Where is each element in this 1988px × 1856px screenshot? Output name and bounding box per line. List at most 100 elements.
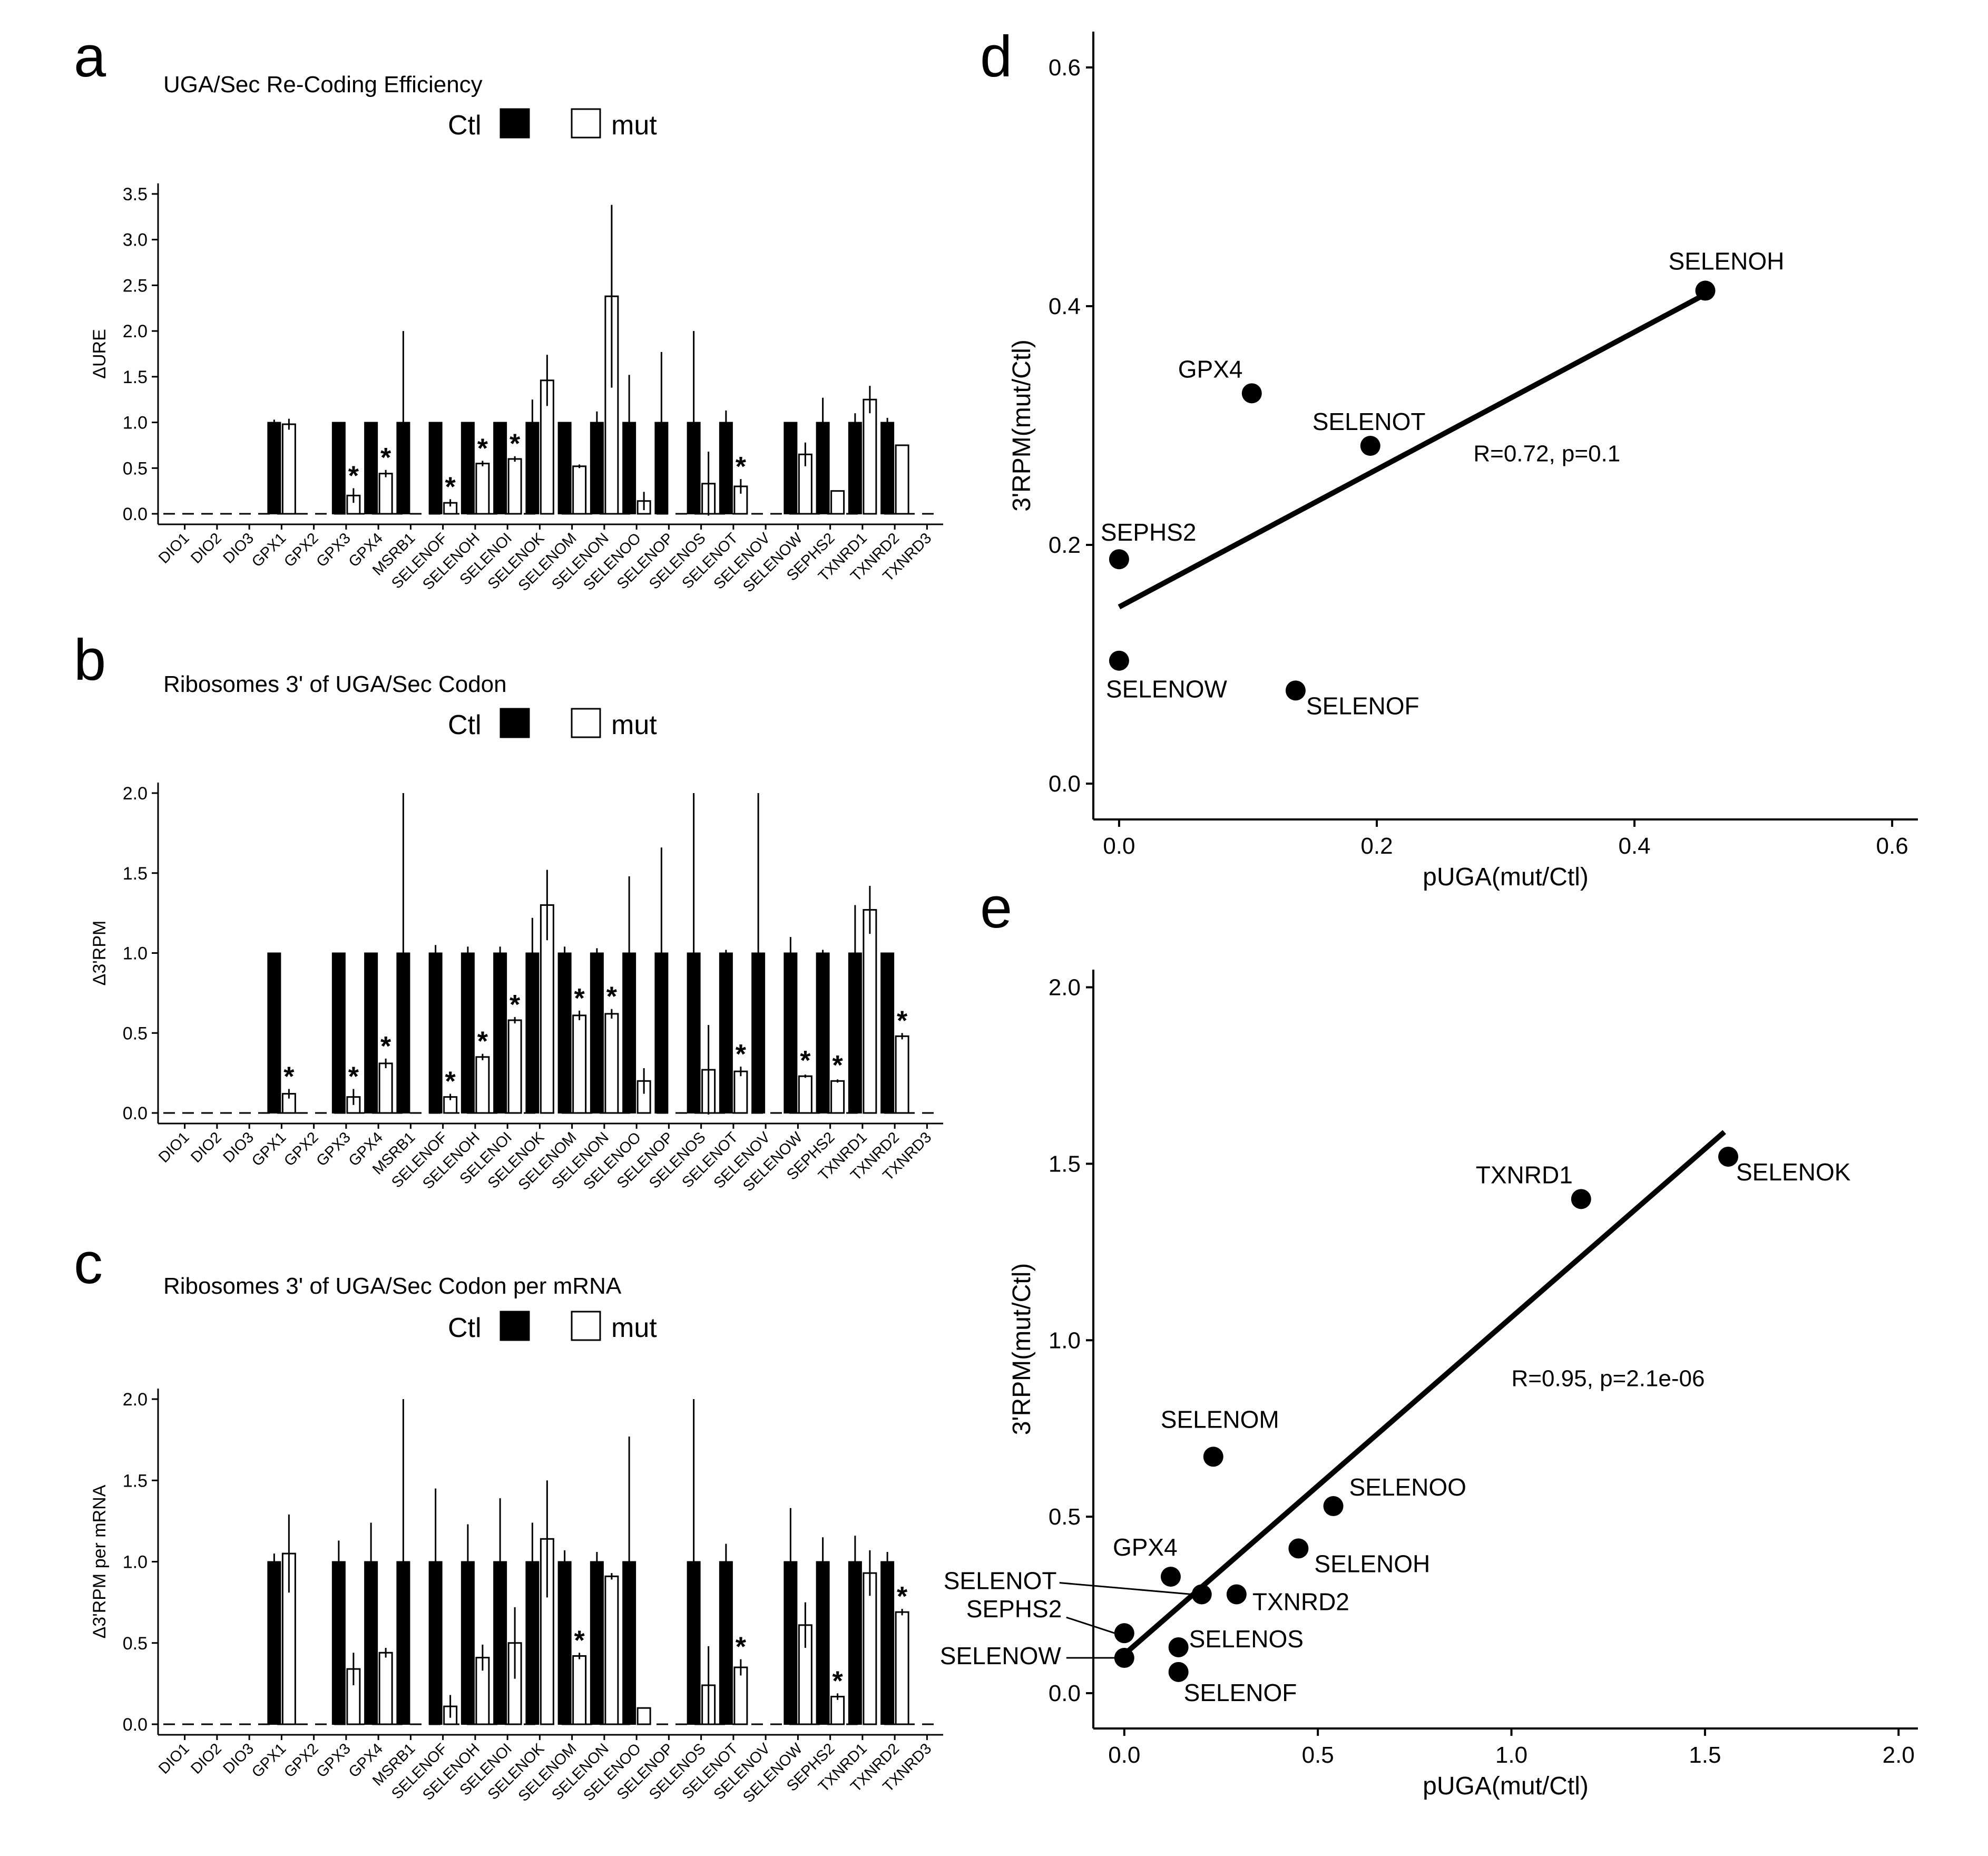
- x-tick-label: 0.4: [1618, 833, 1650, 859]
- chart-title: Ribosomes 3' of UGA/Sec Codon: [163, 671, 507, 697]
- point-label-sephs2: SEPHS2: [966, 1595, 1062, 1623]
- bar-ctl-msrb1: [396, 422, 410, 514]
- y-tick-label: 2.5: [123, 276, 148, 296]
- y-tick-label: 1.5: [123, 367, 148, 387]
- bar-mut-gpx4: [378, 473, 393, 515]
- bar-mut-gpx4: [378, 1652, 393, 1725]
- legend-ctl-swatch: [500, 108, 530, 139]
- bar-mut-txnrd2: [895, 444, 909, 515]
- point-label-selenos: SELENOS: [1189, 1625, 1304, 1653]
- bar-ctl-selenok: [525, 952, 540, 1113]
- y-tick-label: 0.2: [1049, 532, 1081, 558]
- legend-mut-swatch: [571, 1311, 601, 1341]
- x-tick-label: 0.0: [1108, 1742, 1140, 1768]
- significance-star-selenot: *: [736, 452, 747, 482]
- bar-ctl-selenos: [687, 1561, 701, 1725]
- significance-star-selenof: *: [445, 1067, 456, 1097]
- bar-mut-txnrd2: [895, 1611, 909, 1725]
- y-tick-label: 1.5: [123, 864, 148, 884]
- bar-mut-selenoo: [636, 1707, 651, 1725]
- bar-ctl-selenoh: [461, 422, 475, 514]
- bar-ctl-selenos: [687, 952, 701, 1113]
- bar-ctl-gpx1: [267, 952, 281, 1113]
- chart-title: UGA/Sec Re-Coding Efficiency: [163, 72, 483, 97]
- legend-ctl-label: Ctl: [448, 1313, 482, 1343]
- point-selenoh: [1288, 1538, 1309, 1559]
- bar-ctl-gpx3: [331, 1561, 346, 1725]
- bar-ctl-selenon: [590, 952, 604, 1113]
- y-tick-label: 0.5: [1049, 1504, 1081, 1530]
- correlation-annotation: R=0.95, p=2.1e-06: [1512, 1365, 1705, 1391]
- bar-ctl-txnrd1: [848, 422, 862, 514]
- bar-mut-selenow: [798, 1075, 812, 1114]
- panel-letter-d: d: [980, 24, 1012, 89]
- point-selenof: [1285, 680, 1306, 701]
- point-label-selenow: SELENOW: [940, 1642, 1062, 1669]
- point-label-selenot: SELENOT: [1313, 408, 1426, 435]
- x-tick-label: 0.6: [1876, 833, 1908, 859]
- significance-star-txnrd2: *: [897, 1581, 908, 1612]
- point-selenof: [1168, 1662, 1189, 1682]
- regression-line: [1122, 1130, 1726, 1657]
- bar-ctl-txnrd1: [848, 1561, 862, 1725]
- leader-line-selenot: [1059, 1581, 1192, 1595]
- x-tick-label: 2.0: [1883, 1742, 1915, 1768]
- bar-ctl-sephs2: [816, 952, 830, 1113]
- significance-star-gpx1: *: [283, 1061, 295, 1092]
- point-label-selenot: SELENOT: [944, 1567, 1057, 1594]
- significance-star-selenoi: *: [510, 429, 521, 460]
- point-selenow: [1114, 1648, 1134, 1668]
- point-label-selenof: SELENOF: [1306, 692, 1419, 719]
- x-tick-label-gpx1: GPX1: [249, 1740, 289, 1781]
- y-tick-label: 0.6: [1049, 55, 1081, 81]
- bar-ctl-msrb1: [396, 1561, 410, 1725]
- point-txnrd1: [1571, 1189, 1591, 1209]
- bar-ctl-gpx1: [267, 422, 281, 514]
- bar-chart-b: Ribosomes 3' of UGA/Sec Codon Ctl mut 0.0 0.…: [90, 671, 943, 1195]
- point-label-gpx4: GPX4: [1178, 355, 1243, 383]
- bar-ctl-selenot: [719, 952, 733, 1113]
- bar-ctl-selenof: [428, 952, 443, 1113]
- bar-mut-selenot: [733, 1666, 748, 1725]
- bar-ctl-selenoo: [622, 422, 636, 514]
- bar-ctl-msrb1: [396, 952, 410, 1113]
- y-tick-label: 0.0: [123, 504, 148, 524]
- legend-ctl-swatch: [500, 1311, 530, 1341]
- y-tick-label: 1.0: [123, 413, 148, 433]
- y-tick-label: 0.0: [123, 1103, 148, 1124]
- point-label-selenom: SELENOM: [1161, 1405, 1279, 1433]
- bar-ctl-selenok: [525, 422, 540, 514]
- bar-mut-txnrd1: [863, 398, 877, 515]
- significance-star-selenot: *: [736, 1039, 747, 1070]
- y-tick-label: 1.5: [123, 1471, 148, 1491]
- y-axis-label: 3'RPM(mut/Ctl): [1008, 339, 1036, 512]
- legend-mut-label: mut: [611, 1313, 657, 1343]
- bar-mut-sephs2: [830, 1696, 845, 1725]
- significance-star-selenom: *: [574, 1625, 585, 1656]
- significance-star-selenom: *: [574, 983, 585, 1014]
- bar-mut-txnrd1: [863, 1572, 877, 1725]
- significance-star-sephs2: *: [833, 1050, 844, 1081]
- significance-star-sephs2: *: [833, 1666, 844, 1696]
- y-tick-label: 1.0: [123, 944, 148, 964]
- panel-letter-c: c: [74, 1231, 103, 1296]
- x-tick-label: 0.5: [1302, 1742, 1334, 1768]
- x-axis-label: pUGA(mut/Ctl): [1423, 1772, 1589, 1800]
- bar-ctl-selenow: [784, 952, 798, 1113]
- bar-mut-selenoh: [475, 463, 490, 515]
- bar-ctl-gpx3: [331, 952, 346, 1113]
- point-label-txnrd1: TXNRD1: [1476, 1161, 1573, 1188]
- legend-ctl-label: Ctl: [448, 710, 482, 740]
- bar-mut-selenom: [572, 1655, 587, 1725]
- bar-ctl-gpx3: [331, 422, 346, 514]
- y-axis-label: Δ3'RPM: [90, 921, 110, 986]
- point-selenow: [1109, 650, 1129, 671]
- bar-mut-txnrd1: [863, 909, 877, 1114]
- bar-ctl-selenon: [590, 1561, 604, 1725]
- point-selenot: [1191, 1584, 1212, 1605]
- bar-chart-c: Ribosomes 3' of UGA/Sec Codon per mRNA Ct…: [90, 1273, 943, 1806]
- bar-ctl-selenow: [784, 1561, 798, 1725]
- x-tick-label: 0.2: [1360, 833, 1393, 859]
- bar-ctl-sephs2: [816, 422, 830, 514]
- bar-ctl-gpx1: [267, 1561, 281, 1725]
